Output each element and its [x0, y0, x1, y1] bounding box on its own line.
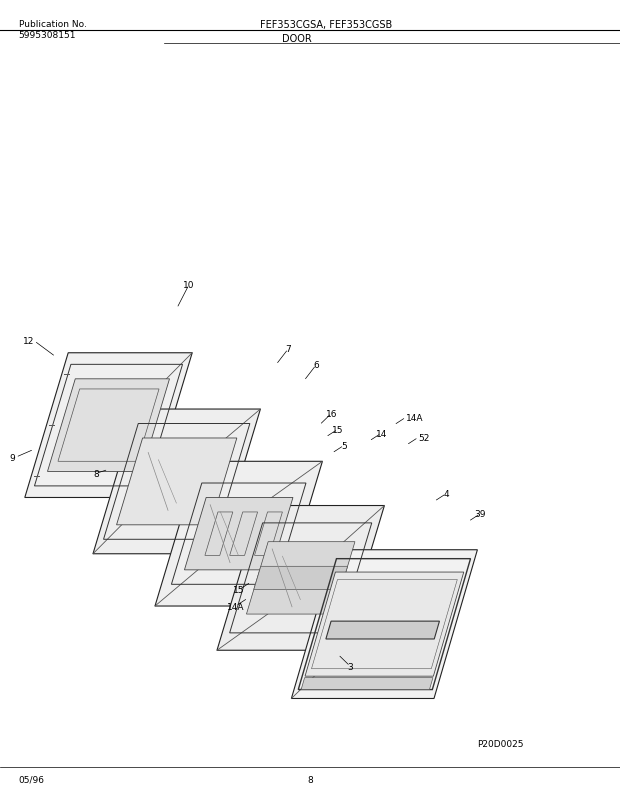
- Polygon shape: [25, 353, 192, 498]
- Text: 14A: 14A: [406, 413, 423, 422]
- Text: 5: 5: [341, 441, 347, 450]
- Text: 12: 12: [23, 336, 34, 346]
- Polygon shape: [155, 462, 322, 606]
- Polygon shape: [326, 622, 440, 639]
- Polygon shape: [93, 410, 260, 554]
- Polygon shape: [217, 506, 384, 650]
- Text: 39: 39: [475, 509, 486, 519]
- Text: 14: 14: [376, 429, 387, 438]
- Text: 10: 10: [184, 280, 195, 290]
- Text: DOOR: DOOR: [282, 34, 312, 43]
- Polygon shape: [301, 678, 433, 690]
- Polygon shape: [246, 542, 355, 614]
- Text: 14A: 14A: [227, 601, 244, 611]
- Text: FEF353CGSA, FEF353CGSB: FEF353CGSA, FEF353CGSB: [260, 20, 392, 30]
- Text: 8: 8: [93, 469, 99, 479]
- Polygon shape: [254, 567, 348, 589]
- Text: 05/96: 05/96: [19, 775, 45, 784]
- Text: 16: 16: [326, 409, 337, 418]
- Text: 7: 7: [285, 344, 291, 354]
- Text: 9: 9: [10, 453, 16, 463]
- Text: 8: 8: [307, 775, 313, 784]
- Text: 6: 6: [313, 361, 319, 370]
- Polygon shape: [117, 438, 237, 525]
- Polygon shape: [48, 379, 169, 472]
- Text: 15: 15: [332, 425, 343, 434]
- Text: P20D0025: P20D0025: [477, 740, 524, 748]
- Text: 3: 3: [347, 662, 353, 671]
- Text: 4: 4: [443, 489, 449, 499]
- Text: 52: 52: [418, 433, 430, 442]
- Text: Publication No.: Publication No.: [19, 20, 86, 29]
- Text: 5995308151: 5995308151: [19, 31, 76, 39]
- Text: 15: 15: [233, 585, 244, 595]
- Polygon shape: [291, 550, 477, 699]
- Polygon shape: [305, 573, 464, 676]
- Polygon shape: [185, 498, 293, 570]
